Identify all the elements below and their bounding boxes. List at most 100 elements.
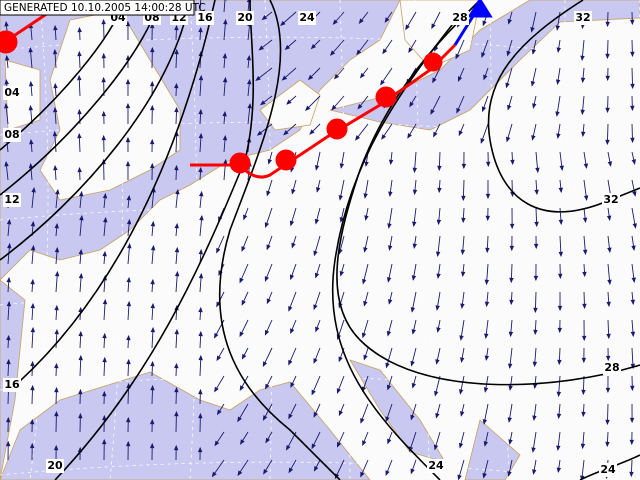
meridian (29, 0, 49, 480)
wind-head (313, 465, 319, 472)
wind-head (581, 357, 587, 364)
wind-head (53, 106, 58, 113)
wind-head (6, 276, 11, 283)
wind-head (150, 278, 155, 285)
wind-head (174, 386, 179, 393)
wind-head (533, 329, 538, 336)
wind-head (411, 329, 416, 335)
wind-head (632, 223, 637, 229)
isobar-label: 32 (575, 11, 590, 24)
wind-head (288, 467, 294, 474)
wind-head (77, 132, 82, 139)
meridian (109, 0, 123, 480)
wind-head (412, 243, 418, 250)
wind-head (314, 218, 320, 225)
wind-head (150, 326, 156, 333)
wind-head (508, 385, 513, 392)
wind-head (532, 469, 537, 475)
wind-head (360, 418, 365, 424)
wind-head (30, 278, 35, 285)
wind-head (430, 109, 435, 115)
wind-head (198, 166, 203, 173)
wind-head (309, 129, 315, 135)
wind-head (198, 248, 204, 255)
wind-head (127, 242, 132, 249)
wind-head (630, 299, 636, 306)
isobar-label: 04 (4, 86, 20, 99)
wind-head (216, 247, 221, 254)
wind-head (239, 385, 245, 391)
wind-head (31, 186, 36, 193)
wind-head (412, 167, 418, 174)
wind-head (605, 419, 610, 426)
wind-head (605, 107, 610, 114)
generated-title: GENERATED 10.10.2005 14:00:28 UTC (4, 2, 206, 14)
wind-head (410, 414, 415, 421)
wind-head (409, 101, 414, 108)
wind-head (533, 275, 539, 282)
wind-head (305, 105, 311, 111)
wind-head (484, 279, 490, 286)
wind-head (126, 300, 132, 307)
wind-head (280, 20, 286, 26)
wind-head (78, 272, 84, 279)
wind-head (505, 82, 510, 89)
wind-head (263, 468, 268, 475)
wind-head (581, 389, 586, 396)
wind-head (125, 136, 131, 143)
wind-head (174, 106, 179, 113)
wind-head (583, 163, 589, 169)
wind-head (174, 270, 180, 277)
wind-head (630, 385, 635, 392)
wind-head (506, 50, 511, 57)
wind-head (315, 187, 321, 193)
wind-head (364, 161, 369, 167)
isobar-label: 16 (4, 378, 20, 391)
wind-head (102, 192, 108, 199)
wind-head (54, 410, 59, 417)
wind-head (556, 467, 562, 474)
wind-head (412, 221, 417, 228)
wind-head (631, 245, 636, 251)
wind-head (241, 246, 246, 252)
wind-head (125, 102, 131, 109)
wind-head (338, 410, 344, 417)
wind-head (437, 165, 442, 172)
wind-head (175, 188, 180, 195)
wind-head (198, 74, 204, 81)
wind-head (240, 439, 245, 445)
wind-head (436, 327, 441, 333)
wind-head (239, 277, 244, 284)
wind-head (412, 189, 418, 196)
wind-head (6, 334, 11, 341)
wind-head (339, 163, 345, 169)
wind-head (458, 389, 464, 395)
wind-head (364, 215, 369, 221)
wind-head (433, 131, 438, 138)
wind-head (314, 272, 320, 279)
wind-head (237, 470, 243, 477)
isobar-label: 24 (428, 459, 444, 472)
wind-head (29, 418, 35, 425)
wind-head (460, 249, 466, 256)
wind-head (222, 134, 228, 141)
wind-head (286, 444, 291, 451)
wind-head (411, 382, 417, 389)
isobar-label-box (196, 11, 214, 25)
meridian (489, 0, 511, 480)
wind-head (581, 335, 587, 342)
wind-head (435, 251, 441, 258)
wind-head (150, 220, 156, 227)
wind-head (605, 441, 610, 448)
isobar-label-box (236, 11, 254, 25)
wind-head (580, 55, 585, 62)
wind-head (358, 18, 364, 24)
wind-head (535, 167, 540, 174)
wind-head (258, 45, 264, 51)
wind-head (79, 214, 84, 221)
wind-head (483, 441, 489, 447)
isobar-label: 16 (197, 11, 213, 24)
wind-head (432, 77, 437, 84)
wind-head (582, 249, 588, 256)
wind-head (101, 110, 107, 117)
